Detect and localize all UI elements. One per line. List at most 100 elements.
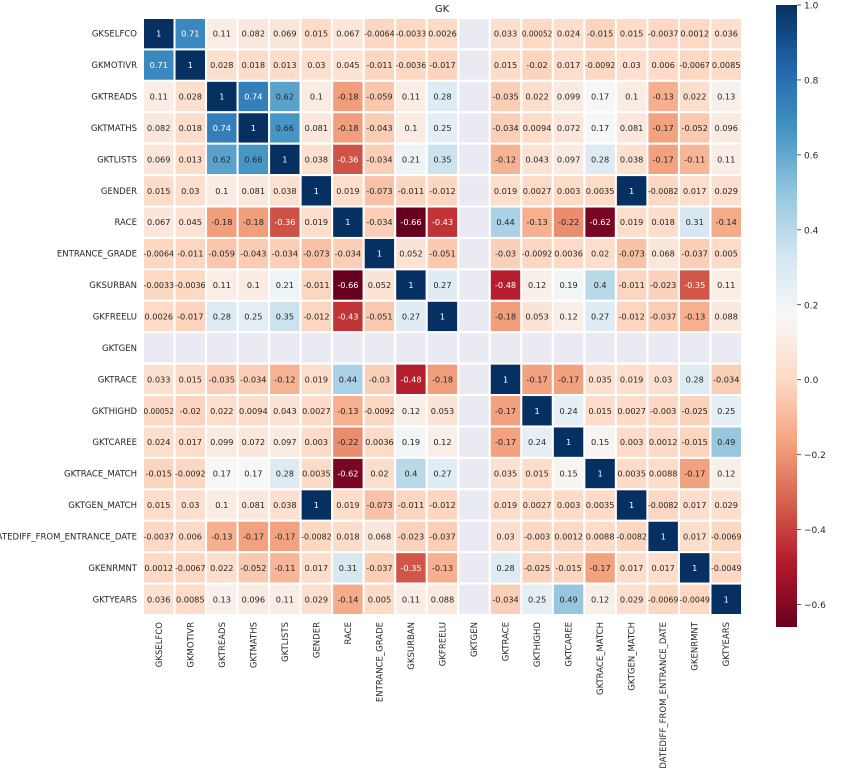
cell-value-label: 0.067 bbox=[147, 217, 170, 227]
cell-value-label: 0.024 bbox=[147, 437, 170, 447]
cell-value-label: 1 bbox=[314, 500, 319, 510]
cell-value-label: 0.12 bbox=[717, 469, 735, 479]
heatmap-cell bbox=[709, 299, 744, 334]
cell-value-label: -0.17 bbox=[653, 123, 674, 133]
heatmap-cell bbox=[425, 111, 460, 145]
row-tick-label: GKTHIGHD bbox=[92, 407, 138, 417]
cell-value-label: 0.11 bbox=[276, 594, 294, 604]
cell-value-label: 0.35 bbox=[276, 312, 294, 322]
cell-value-label: -0.22 bbox=[337, 437, 358, 447]
cell-value-label: -0.03 bbox=[369, 374, 390, 384]
heatmap-cell bbox=[520, 582, 554, 616]
column-tick-label: GKTCAREE bbox=[565, 622, 575, 667]
row-tick-label: GKTRACE_MATCH bbox=[64, 470, 137, 480]
heatmap-cell bbox=[551, 205, 586, 239]
heatmap-cell bbox=[646, 331, 680, 365]
cell-value-label: -0.011 bbox=[618, 280, 644, 290]
cell-value-label: 0.1 bbox=[404, 123, 417, 133]
cell-value-label: -0.0049 bbox=[679, 594, 710, 604]
cell-value-label: -0.02 bbox=[180, 406, 201, 416]
cell-value-label: -0.12 bbox=[274, 374, 295, 384]
heatmap-cell bbox=[394, 394, 428, 428]
cell-value-label: -0.015 bbox=[555, 563, 581, 573]
cell-value-label: 0.49 bbox=[717, 437, 735, 447]
cell-value-label: 0.66 bbox=[276, 123, 294, 133]
cell-value-label: -0.017 bbox=[429, 60, 455, 70]
cell-value-label: 1 bbox=[408, 280, 413, 290]
cell-value-label: 0.17 bbox=[591, 92, 609, 102]
cell-value-label: -0.035 bbox=[492, 92, 518, 102]
cell-value-label: 0.022 bbox=[210, 406, 233, 416]
cell-value-label: -0.034 bbox=[713, 374, 739, 384]
cell-value-label: 0.21 bbox=[402, 154, 420, 164]
heatmap-cell bbox=[331, 111, 365, 145]
cell-value-label: 0.015 bbox=[147, 500, 170, 510]
cell-value-label: 0.096 bbox=[715, 123, 738, 133]
cell-value-label: 0.052 bbox=[368, 280, 391, 290]
cell-value-label: -0.17 bbox=[274, 531, 295, 541]
cell-value-label: -0.034 bbox=[492, 594, 518, 604]
row-labels: GKSELFCO GKMOTIVR GKTREADS GKTMATHS GKTLISTS… bbox=[0, 30, 138, 606]
cell-value-label: 0.1 bbox=[247, 280, 260, 290]
heatmap-cell bbox=[362, 551, 397, 585]
cell-value-label: -0.48 bbox=[400, 374, 421, 384]
cell-value-label: 0.069 bbox=[147, 154, 170, 164]
cell-value-label: -0.0082 bbox=[301, 531, 332, 541]
cell-value-label: 0.088 bbox=[715, 312, 738, 322]
cell-value-label: -0.034 bbox=[366, 154, 392, 164]
cell-value-label: 0.036 bbox=[147, 594, 170, 604]
cell-value-label: -0.62 bbox=[590, 217, 611, 227]
cell-value-label: 0.082 bbox=[242, 29, 265, 39]
heatmap-cell bbox=[173, 456, 208, 491]
cell-value-label: 1 bbox=[377, 249, 382, 259]
column-tick-label: GKTGEN bbox=[470, 622, 480, 657]
heatmap-cell bbox=[205, 425, 239, 459]
colorbar-tick-label: 0.4 bbox=[804, 226, 819, 236]
cell-value-label: 0.024 bbox=[557, 29, 580, 39]
cell-value-label: 0.045 bbox=[336, 60, 359, 70]
cell-value-label: 0.62 bbox=[276, 92, 294, 102]
cell-value-label: 0.25 bbox=[528, 594, 546, 604]
heatmap-cell bbox=[457, 362, 491, 397]
heatmap-cell bbox=[709, 205, 744, 239]
cell-value-label: -0.052 bbox=[240, 563, 266, 573]
heatmap-cell bbox=[362, 394, 397, 428]
heatmap-cell bbox=[614, 331, 649, 365]
cell-value-label: 0.081 bbox=[305, 123, 328, 133]
heatmap-cell bbox=[394, 582, 428, 616]
cell-value-label: -0.034 bbox=[240, 374, 266, 384]
cell-value-label: 1 bbox=[534, 406, 539, 416]
heatmap-cell bbox=[142, 456, 176, 491]
cell-value-label: -0.051 bbox=[429, 249, 455, 259]
cell-value-label: 0.018 bbox=[336, 531, 359, 541]
cell-value-label: 0.0027 bbox=[523, 186, 552, 196]
cell-value-label: 0.28 bbox=[496, 563, 514, 573]
cell-value-label: 0.006 bbox=[651, 60, 674, 70]
cell-value-label: -0.13 bbox=[211, 531, 232, 541]
cell-value-label: 0.019 bbox=[305, 217, 328, 227]
heatmap-cell bbox=[583, 111, 617, 145]
row-tick-label: GKTGEN bbox=[102, 344, 137, 354]
heatmap-cell bbox=[709, 48, 744, 82]
cell-value-label: -0.034 bbox=[492, 123, 518, 133]
heatmap-cell bbox=[142, 174, 176, 208]
cell-value-label: 0.1 bbox=[215, 186, 228, 196]
cell-value-label: 0.1 bbox=[215, 500, 228, 510]
cell-value-label: 0.028 bbox=[210, 60, 233, 70]
cell-value-label: 1 bbox=[566, 437, 571, 447]
heatmap-cell bbox=[709, 111, 744, 145]
cell-value-label: -0.36 bbox=[337, 154, 358, 164]
cell-value-label: 0.24 bbox=[528, 437, 546, 447]
heatmap-cell bbox=[331, 331, 365, 365]
cell-value-label: -0.012 bbox=[618, 312, 644, 322]
colorbar-tick-label: −0.4 bbox=[804, 526, 826, 536]
cell-value-label: -0.017 bbox=[177, 312, 203, 322]
heatmap-cell bbox=[394, 425, 428, 459]
heatmap-cell bbox=[142, 268, 176, 302]
cell-value-label: 0.71 bbox=[181, 29, 199, 39]
heatmap-cell bbox=[583, 582, 617, 616]
cell-value-label: -0.0067 bbox=[679, 60, 710, 70]
cell-value-label: 0.015 bbox=[147, 186, 170, 196]
cell-value-label: -0.012 bbox=[429, 500, 455, 510]
column-tick-label: ENTRANCE_GRADE bbox=[375, 622, 385, 702]
